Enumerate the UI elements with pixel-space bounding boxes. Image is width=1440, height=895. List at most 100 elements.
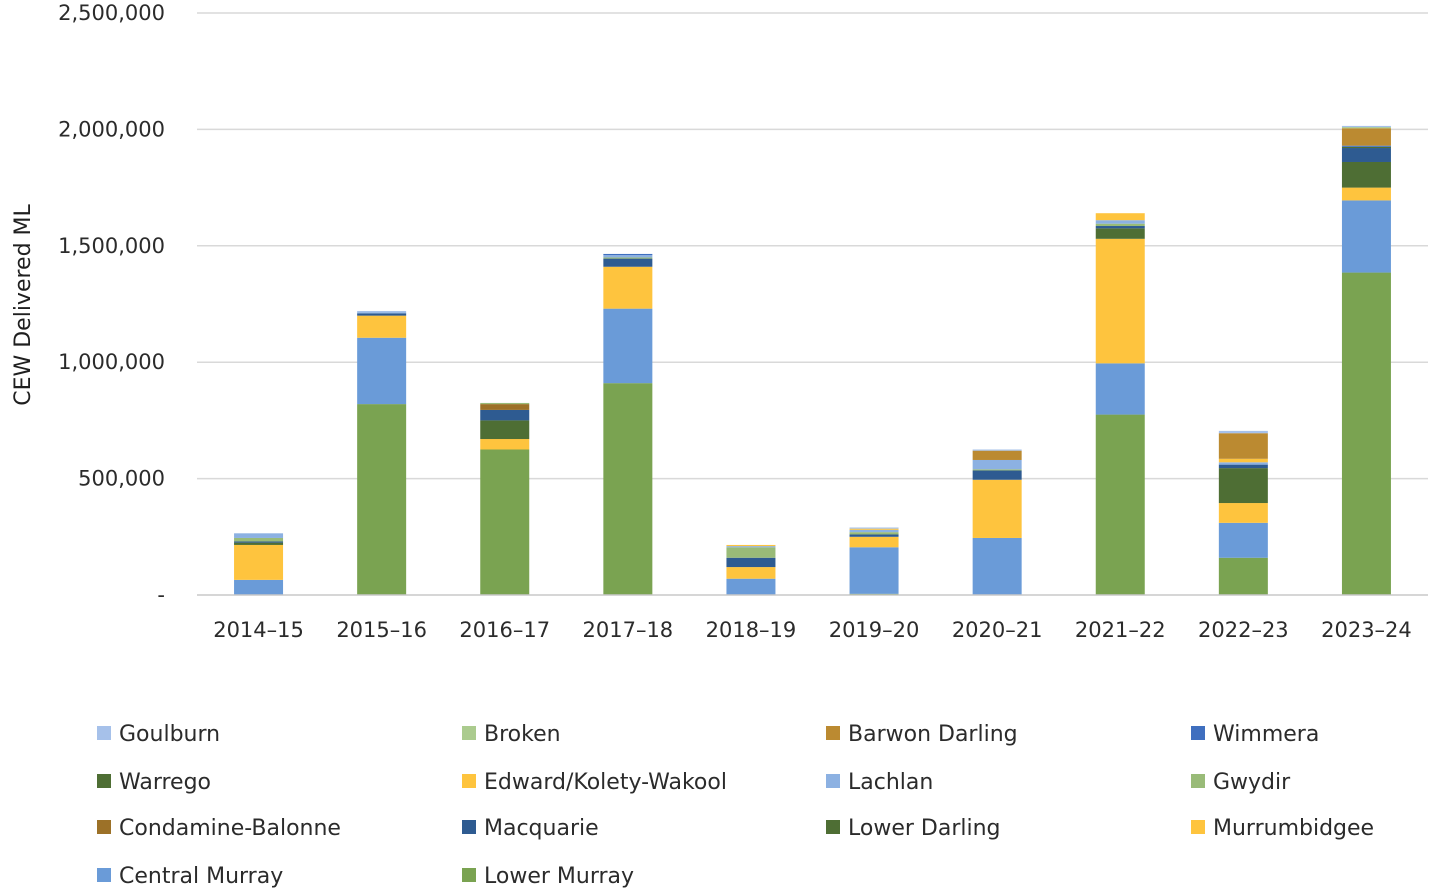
legend-label: Broken (484, 722, 561, 747)
legend-item: Condamine-Balonne (97, 816, 341, 841)
bar-segment (849, 534, 899, 537)
bar-segment (1095, 223, 1145, 227)
bar-segment (849, 536, 899, 548)
bar-segment (234, 533, 284, 538)
bar-segment (849, 527, 899, 529)
x-tick-label: 2021–22 (1075, 618, 1166, 642)
legend-item: Lower Darling (826, 816, 1001, 841)
legend-item: Edward/Kolety-Wakool (462, 770, 727, 795)
x-tick-label: 2023–24 (1321, 618, 1412, 642)
bar-segment (234, 537, 284, 542)
bar-segment (726, 557, 776, 568)
legend-swatch (826, 726, 840, 740)
legend-label: Barwon Darling (848, 722, 1018, 747)
y-tick-label: 1,000,000 (58, 350, 165, 374)
legend-swatch (97, 774, 111, 788)
bar-segment (972, 469, 1022, 471)
bar-segment (849, 528, 899, 530)
bar-segment (357, 404, 407, 595)
x-tick-label: 2020–21 (952, 618, 1043, 642)
legend-swatch (462, 820, 476, 834)
y-tick-label: 2,500,000 (58, 1, 165, 25)
legend-label: Edward/Kolety-Wakool (484, 770, 727, 795)
bar-segment (1341, 187, 1391, 201)
bar-segment (480, 439, 530, 450)
bar-segment (1341, 148, 1391, 162)
bar-segment (234, 542, 284, 545)
legend-item: Broken (462, 722, 561, 747)
legend-label: Goulburn (119, 722, 220, 747)
bar-segment (357, 313, 407, 316)
bar-segment (1218, 464, 1268, 469)
legend-label: Macquarie (484, 816, 599, 841)
bar-segment (603, 255, 653, 258)
bar-segment (1341, 125, 1391, 128)
bar-segment (1341, 127, 1391, 129)
bar-segment (1218, 503, 1268, 523)
legend-swatch (462, 774, 476, 788)
bar-segment (603, 257, 653, 259)
bar-segment (1341, 161, 1391, 188)
bar-segment (1095, 363, 1145, 415)
legend: Goulburn Broken Barwon Darling Wimmera Warre… (97, 722, 1374, 889)
legend-item: Central Murray (97, 864, 283, 889)
x-tick-label: 2018–19 (706, 618, 797, 642)
bar-segment (234, 544, 284, 580)
bar-segment (972, 450, 1022, 460)
bar-segment (1095, 228, 1145, 239)
bar-segment (603, 253, 653, 256)
bar-segment (1095, 220, 1145, 224)
legend-swatch (97, 868, 111, 882)
legend-swatch (462, 868, 476, 882)
x-tick-label: 2014–15 (213, 618, 304, 642)
legend-item: Warrego (97, 770, 211, 795)
legend-swatch (826, 820, 840, 834)
x-tick-label: 2016–17 (459, 618, 550, 642)
bar-segment (1218, 468, 1268, 504)
bar-segment (1218, 458, 1268, 463)
legend-item: Goulburn (97, 722, 220, 747)
bar-segment (726, 567, 776, 579)
bar-segment (480, 404, 530, 410)
bar-segment (1341, 145, 1391, 147)
legend-swatch (1191, 726, 1205, 740)
legend-swatch (462, 726, 476, 740)
legend-label: Warrego (119, 770, 211, 795)
bar-segment (1341, 272, 1391, 595)
bar-segment (603, 266, 653, 309)
legend-swatch (826, 774, 840, 788)
legend-label: Murrumbidgee (1213, 816, 1374, 841)
y-axis-ticks: - 500,000 1,000,000 1,500,000 2,000,000 2,500… (58, 1, 165, 607)
bar-segment (357, 315, 407, 338)
bar-segment (1095, 238, 1145, 364)
bar-segment (1095, 226, 1145, 229)
x-axis-ticks: 2014–15 2015–16 2016–17 2017–18 2018–19 2019–… (213, 618, 1412, 642)
bar-segment (972, 479, 1022, 538)
x-tick-label: 2015–16 (336, 618, 427, 642)
legend-item: Barwon Darling (826, 722, 1018, 747)
legend-item: Wimmera (1191, 722, 1319, 747)
bar-segment (1341, 146, 1391, 149)
bar-segment (972, 459, 1022, 470)
bar-segment (1218, 522, 1268, 558)
legend-item: Lower Murray (462, 864, 634, 889)
bar-segment (726, 544, 776, 547)
bar-segment (234, 579, 284, 595)
legend-swatch (97, 820, 111, 834)
bar-segment (480, 449, 530, 595)
bar-segment (603, 383, 653, 595)
bar-segment (726, 578, 776, 595)
y-axis-label: CEW Delivered ML (11, 203, 36, 405)
bar-segment (1095, 414, 1145, 595)
bar-segment (1218, 430, 1268, 434)
bar-segment (972, 537, 1022, 595)
bar-segment (1218, 433, 1268, 459)
bar-segment (726, 546, 776, 548)
bar-segment (480, 402, 530, 405)
x-tick-label: 2022–23 (1198, 618, 1289, 642)
bar-segment (603, 308, 653, 384)
bar-segment (849, 547, 899, 594)
bar-segment (1341, 128, 1391, 146)
bar-segment (1218, 557, 1268, 595)
